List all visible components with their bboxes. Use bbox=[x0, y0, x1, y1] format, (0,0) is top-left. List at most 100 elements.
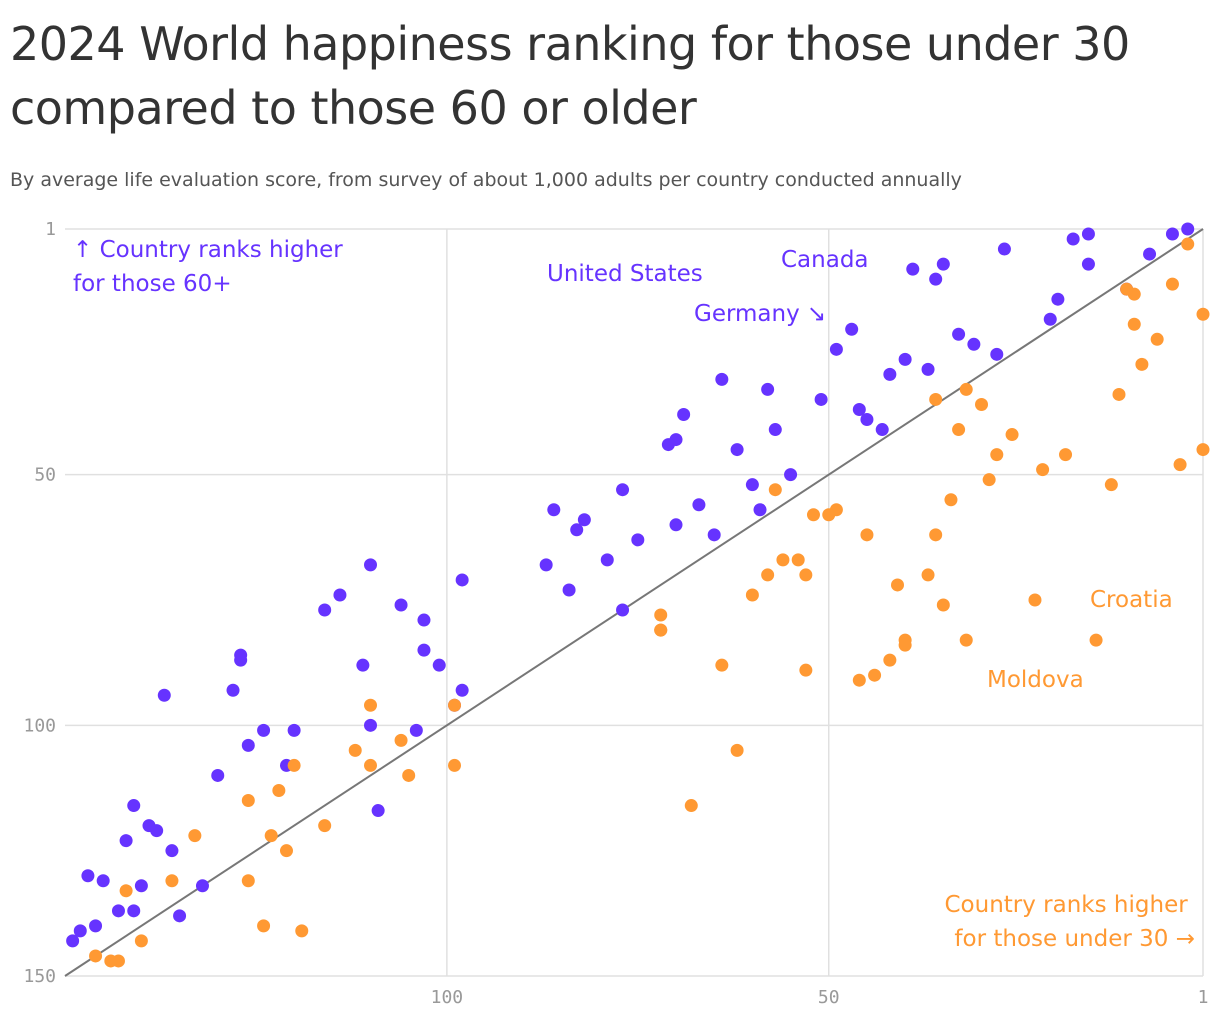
data-point-younger_higher-73 bbox=[1089, 633, 1103, 647]
data-point-older_higher-4 bbox=[997, 242, 1011, 256]
annotation-older-higher-line2: for those 60+ bbox=[73, 271, 232, 297]
data-point-older_higher-33 bbox=[616, 483, 630, 497]
data-point-older_higher-12 bbox=[1043, 312, 1057, 326]
data-point-older_higher-0 bbox=[1181, 222, 1195, 236]
data-point-younger_higher-64 bbox=[257, 919, 271, 933]
y-tick-label-100: 100 bbox=[23, 715, 56, 736]
data-point-older_higher-8 bbox=[906, 262, 920, 276]
data-point-older_higher-60 bbox=[455, 683, 469, 697]
data-point-older_higher-64 bbox=[409, 723, 423, 737]
x-tick-label-1: 1 bbox=[1198, 987, 1209, 1008]
chart-title: 2024 World happiness ranking for those u… bbox=[10, 17, 1130, 135]
data-point-older_higher-19 bbox=[921, 362, 935, 376]
data-point-younger_higher-5 bbox=[1127, 317, 1141, 331]
data-point-older_higher-77 bbox=[134, 879, 148, 893]
data-point-older_higher-20 bbox=[883, 367, 897, 381]
data-point-older_higher-52 bbox=[417, 613, 431, 627]
data-point-younger_higher-31 bbox=[921, 568, 935, 582]
data-point-younger_higher-20 bbox=[982, 473, 996, 487]
data-point-older_higher-63 bbox=[364, 718, 378, 732]
data-point-older_higher-78 bbox=[127, 904, 141, 918]
data-point-younger_higher-43 bbox=[654, 623, 668, 637]
data-point-younger_higher-41 bbox=[868, 668, 882, 682]
data-point-younger_higher-52 bbox=[402, 768, 416, 782]
data-point-older_higher-46 bbox=[455, 573, 469, 587]
annotation-younger-higher-line2: for those under 30 → bbox=[954, 926, 1195, 952]
data-point-younger_higher-40 bbox=[898, 638, 912, 652]
y-tick-label-1: 1 bbox=[45, 219, 56, 240]
data-point-younger_higher-56 bbox=[264, 829, 278, 843]
data-point-younger_higher-58 bbox=[279, 844, 293, 858]
data-point-older_higher-42 bbox=[631, 533, 645, 547]
data-point-younger_higher-69 bbox=[730, 743, 744, 757]
data-points bbox=[66, 222, 1210, 968]
data-point-older_higher-76 bbox=[96, 874, 110, 888]
data-point-older_higher-84 bbox=[66, 934, 80, 948]
data-point-older_higher-82 bbox=[73, 924, 87, 938]
data-point-younger_higher-49 bbox=[448, 758, 462, 772]
annotation-older-higher: ↑ Country ranks higher for those 60+ bbox=[73, 237, 350, 297]
data-point-older_higher-56 bbox=[356, 658, 370, 672]
data-point-older_higher-45 bbox=[539, 558, 553, 572]
data-point-younger_higher-54 bbox=[241, 794, 255, 808]
data-point-older_higher-81 bbox=[195, 879, 209, 893]
y-tick-label-150: 150 bbox=[23, 966, 56, 987]
data-point-younger_higher-60 bbox=[241, 874, 255, 888]
data-point-younger_higher-18 bbox=[1104, 478, 1118, 492]
data-point-younger_higher-27 bbox=[929, 528, 943, 542]
data-point-older_higher-75 bbox=[81, 869, 95, 883]
data-point-younger_higher-9 bbox=[1173, 458, 1187, 472]
data-point-younger_higher-55 bbox=[318, 819, 332, 833]
data-point-younger_higher-22 bbox=[944, 493, 958, 507]
data-point-older_higher-6 bbox=[1081, 257, 1095, 271]
data-point-younger_higher-50 bbox=[364, 758, 378, 772]
data-point-younger_higher-12 bbox=[929, 392, 943, 406]
data-point-younger_higher-61 bbox=[165, 874, 179, 888]
data-point-younger_higher-8 bbox=[1112, 387, 1126, 401]
data-point-older_higher-38 bbox=[577, 513, 591, 527]
data-point-younger_higher-10 bbox=[1196, 443, 1210, 457]
data-point-younger_higher-21 bbox=[768, 483, 782, 497]
data-point-older_higher-34 bbox=[745, 478, 759, 492]
data-point-older_higher-73 bbox=[119, 834, 133, 848]
data-point-younger_higher-42 bbox=[715, 658, 729, 672]
data-point-older_higher-17 bbox=[898, 352, 912, 366]
data-point-older_higher-21 bbox=[715, 372, 729, 386]
data-point-younger_higher-53 bbox=[272, 784, 286, 798]
data-point-older_higher-58 bbox=[226, 683, 240, 697]
data-point-younger_higher-35 bbox=[745, 588, 759, 602]
data-point-older_higher-36 bbox=[547, 503, 561, 517]
data-point-older_higher-18 bbox=[829, 342, 843, 356]
data-point-younger_higher-19 bbox=[1036, 463, 1050, 477]
data-point-younger_higher-34 bbox=[936, 598, 950, 612]
grid-lines bbox=[65, 228, 1204, 977]
data-point-older_higher-72 bbox=[150, 824, 164, 838]
data-point-older_higher-44 bbox=[364, 558, 378, 572]
data-point-older_higher-28 bbox=[875, 423, 889, 437]
data-point-younger_higher-0 bbox=[1181, 237, 1195, 251]
data-point-younger_higher-13 bbox=[975, 397, 989, 411]
data-point-older_higher-49 bbox=[333, 588, 347, 602]
data-point-older_higher-15 bbox=[967, 337, 981, 351]
data-point-older_higher-79 bbox=[111, 904, 125, 918]
data-point-older_higher-22 bbox=[761, 382, 775, 396]
data-point-older_higher-30 bbox=[661, 438, 675, 452]
data-point-younger_higher-4 bbox=[1120, 282, 1134, 296]
data-point-older_higher-23 bbox=[814, 392, 828, 406]
data-point-older_higher-9 bbox=[929, 272, 943, 286]
data-point-older_higher-35 bbox=[692, 498, 706, 512]
data-point-younger_higher-57 bbox=[188, 829, 202, 843]
data-point-older_higher-26 bbox=[768, 423, 782, 437]
data-point-younger_higher-28 bbox=[776, 553, 790, 567]
data-point-older_higher-31 bbox=[730, 443, 744, 457]
data-point-younger_higher-46 bbox=[364, 698, 378, 712]
data-point-younger_higher-25 bbox=[806, 508, 820, 522]
x-tick-label-100: 100 bbox=[431, 987, 464, 1008]
data-point-younger_higher-65 bbox=[89, 949, 103, 963]
data-point-younger_higher-17 bbox=[990, 448, 1004, 462]
data-point-older_higher-48 bbox=[562, 583, 576, 597]
data-point-older_higher-5 bbox=[1143, 247, 1157, 261]
data-point-older_higher-3 bbox=[1066, 232, 1080, 246]
data-point-younger_higher-29 bbox=[791, 553, 805, 567]
